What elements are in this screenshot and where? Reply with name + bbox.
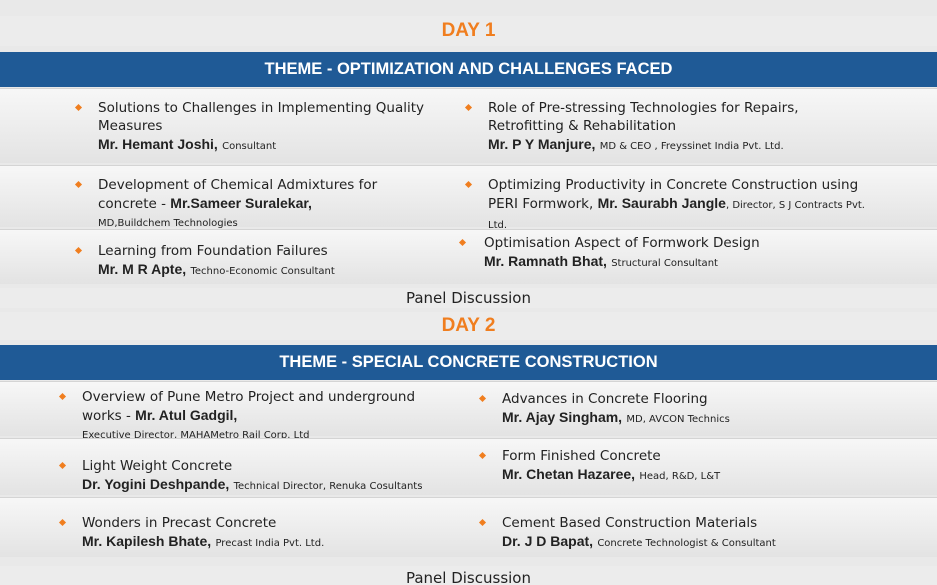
- panel-discussion: Panel Discussion: [0, 566, 937, 585]
- day-2-theme-bar: THEME - SPECIAL CONCRETE CONSTRUCTION: [0, 345, 937, 380]
- speaker-name: Dr. Yogini Deshpande,: [82, 476, 230, 492]
- speaker-role: Precast India Pvt. Ltd.: [215, 538, 325, 549]
- talk-topic: Optimisation Aspect of Formwork Design: [484, 235, 760, 251]
- speaker-role: MD,Buildchem Technologies: [98, 218, 238, 229]
- speaker-role: , Director, S J Contracts Pvt. Ltd.: [488, 200, 865, 231]
- talk-topic: Advances in Concrete Flooring: [502, 391, 708, 407]
- bullet-icon: [74, 180, 83, 189]
- day-2-heading: DAY 2: [0, 312, 937, 340]
- talk-topic: Form Finished Concrete: [502, 448, 661, 464]
- talk-item: Advances in Concrete Flooring Mr. Ajay S…: [478, 390, 880, 429]
- talk-item: Cement Based Construction Materials Dr. …: [478, 514, 900, 553]
- day-1-heading: DAY 1: [0, 16, 937, 46]
- bullet-icon: [58, 461, 67, 470]
- speaker-name: Mr. Hemant Joshi,: [98, 136, 218, 152]
- schedule-row: Solutions to Challenges in Implementing …: [0, 88, 937, 163]
- bullet-icon: [74, 246, 83, 255]
- talk-item: Overview of Pune Metro Project and under…: [58, 388, 440, 443]
- day-1-theme-bar: THEME - OPTIMIZATION AND CHALLENGES FACE…: [0, 52, 937, 87]
- panel-discussion: Panel Discussion: [0, 288, 937, 308]
- speaker-role: Executive Director, MAHAMetro Rail Corp.…: [82, 430, 310, 441]
- talk-topic: Wonders in Precast Concrete: [82, 515, 277, 531]
- bullet-icon: [458, 238, 467, 247]
- bullet-icon: [464, 103, 473, 112]
- talk-topic: Optimizing Productivity in Concrete Cons…: [488, 177, 859, 212]
- talk-item: Development of Chemical Admixtures for c…: [74, 176, 436, 231]
- speaker-name: Mr.Sameer Suralekar,: [170, 195, 312, 211]
- bullet-icon: [478, 394, 487, 403]
- speaker-role: Consultant: [222, 141, 277, 152]
- speaker-name: Mr. Atul Gadgil,: [135, 407, 238, 423]
- talk-item: Form Finished Concrete Mr. Chetan Hazare…: [478, 447, 880, 486]
- talk-item: Optimisation Aspect of Formwork Design M…: [458, 234, 880, 273]
- talk-item: Learning from Foundation Failures Mr. M …: [74, 242, 436, 281]
- talk-topic: Overview of Pune Metro Project and under…: [82, 389, 416, 424]
- speaker-name: Mr. Chetan Hazaree,: [502, 466, 636, 482]
- speaker-role: Concrete Technologist & Consultant: [597, 538, 776, 549]
- speaker-name: Mr. Saurabh Jangle: [597, 195, 726, 211]
- schedule-row: Overview of Pune Metro Project and under…: [0, 381, 937, 441]
- speaker-role: MD, AVCON Technics: [626, 414, 730, 425]
- speaker-name: Mr. Ajay Singham,: [502, 409, 623, 425]
- speaker-role: Techno-Economic Consultant: [190, 266, 335, 277]
- bullet-icon: [58, 392, 67, 401]
- talk-topic: Learning from Foundation Failures: [98, 243, 328, 259]
- speaker-role: Structural Consultant: [611, 258, 718, 269]
- speaker-name: Mr. Ramnath Bhat,: [484, 253, 607, 269]
- talk-topic: Cement Based Construction Materials: [502, 515, 758, 531]
- speaker-role: Head, R&D, L&T: [639, 471, 721, 482]
- bullet-icon: [464, 180, 473, 189]
- talk-topic: Solutions to Challenges in Implementing …: [98, 100, 425, 134]
- schedule-row: Development of Chemical Admixtures for c…: [0, 165, 937, 231]
- schedule-row: Learning from Foundation Failures Mr. M …: [0, 229, 937, 284]
- talk-item: Optimizing Productivity in Concrete Cons…: [464, 176, 886, 235]
- talk-topic: Role of Pre-stressing Technologies for R…: [488, 100, 799, 134]
- bullet-icon: [58, 518, 67, 527]
- schedule-row: Light Weight Concrete Dr. Yogini Deshpan…: [0, 438, 937, 495]
- talk-item: Wonders in Precast Concrete Mr. Kapilesh…: [58, 514, 460, 553]
- talk-item: Light Weight Concrete Dr. Yogini Deshpan…: [58, 457, 460, 496]
- bullet-icon: [74, 103, 83, 112]
- speaker-role: MD & CEO , Freyssinet India Pvt. Ltd.: [599, 141, 784, 152]
- speaker-name: Mr. Kapilesh Bhate,: [82, 533, 212, 549]
- speaker-name: Dr. J D Bapat,: [502, 533, 594, 549]
- talk-item: Role of Pre-stressing Technologies for R…: [464, 99, 866, 156]
- bullet-icon: [478, 451, 487, 460]
- schedule-row: Wonders in Precast Concrete Mr. Kapilesh…: [0, 497, 937, 557]
- talk-item: Solutions to Challenges in Implementing …: [74, 99, 436, 156]
- speaker-name: Mr. P Y Manjure,: [488, 136, 596, 152]
- talk-topic: Light Weight Concrete: [82, 458, 233, 474]
- speaker-role: Technical Director, Renuka Cosultants: [233, 481, 423, 492]
- talk-topic: Development of Chemical Admixtures for c…: [98, 177, 378, 212]
- bullet-icon: [478, 518, 487, 527]
- speaker-name: Mr. M R Apte,: [98, 261, 187, 277]
